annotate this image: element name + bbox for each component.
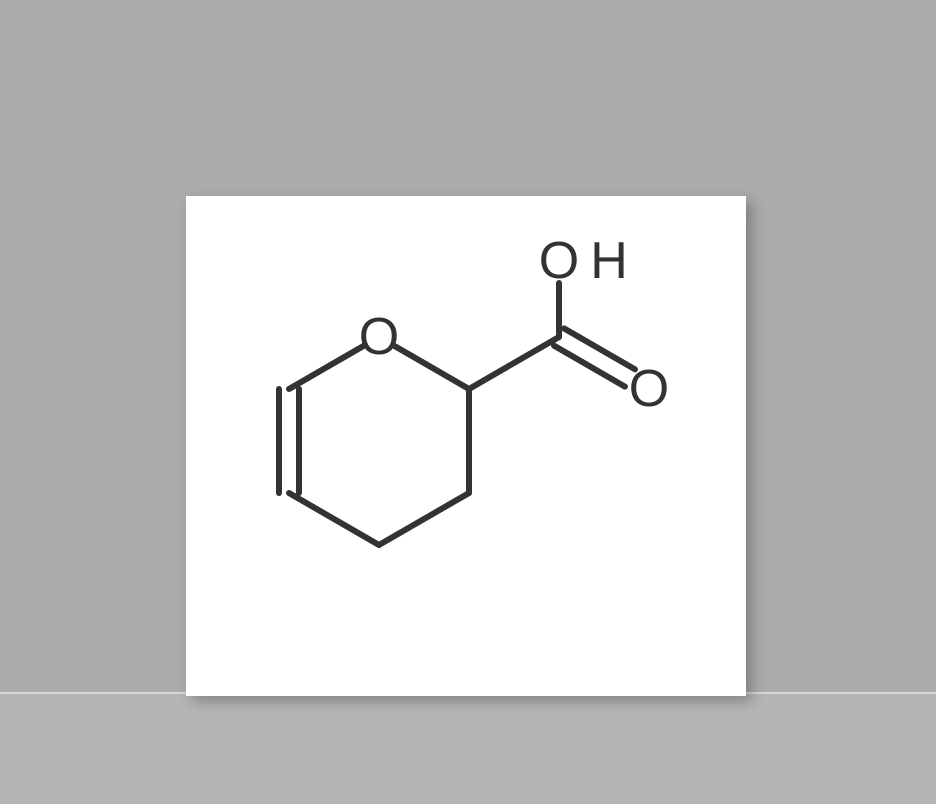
bond-line	[564, 328, 635, 369]
structure-panel: OOHO	[186, 196, 746, 696]
atom-label-o: O	[359, 308, 399, 366]
bond-line	[395, 346, 469, 389]
bond-line	[289, 346, 363, 389]
bottom-band	[0, 694, 936, 804]
bond-line	[379, 493, 469, 545]
bond-line	[469, 337, 559, 389]
atom-label-o: O	[629, 360, 669, 418]
bond-line	[554, 346, 625, 387]
atom-label-o: O	[539, 232, 579, 290]
bond-layer	[279, 283, 635, 545]
atom-label-h: H	[590, 232, 628, 290]
molecule-svg: OOHO	[186, 196, 746, 696]
atom-layer: OOHO	[359, 232, 669, 418]
bond-line	[289, 493, 379, 545]
